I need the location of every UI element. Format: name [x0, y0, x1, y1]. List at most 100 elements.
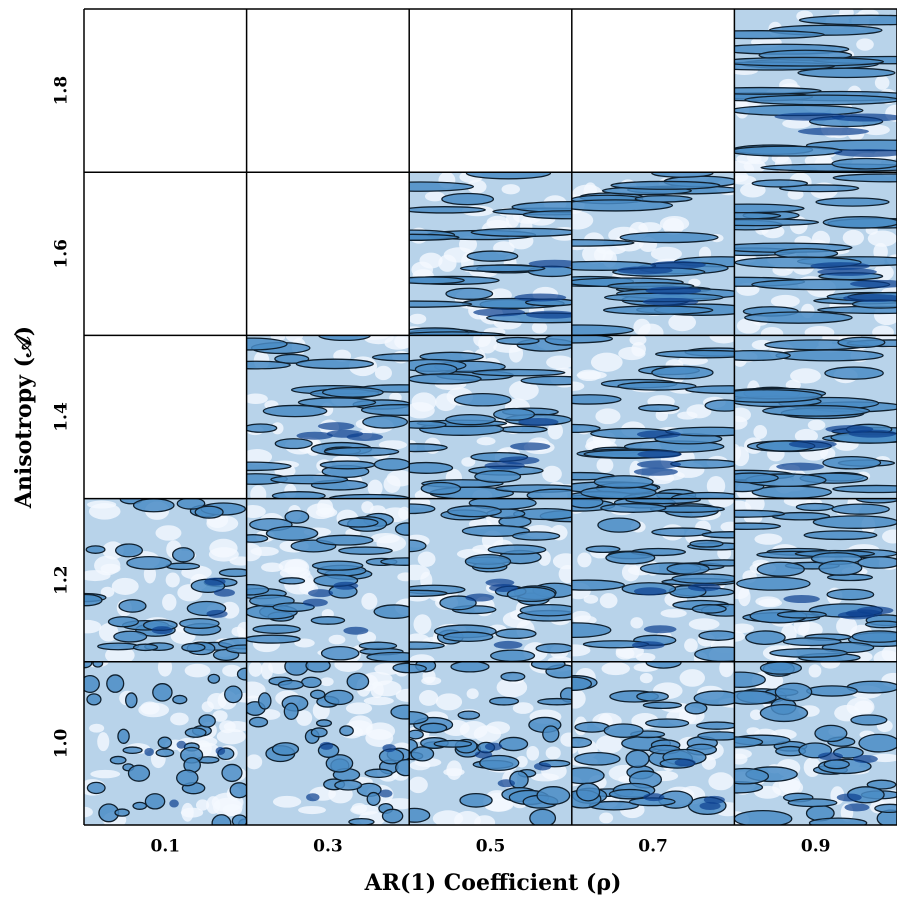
texture-blob: [84, 593, 103, 607]
texture-blob: [734, 211, 782, 220]
texture-blob: [822, 216, 897, 229]
texture-blob: [858, 733, 897, 753]
texture-light: [409, 313, 427, 325]
texture-blob: [776, 610, 827, 619]
texture-light: [738, 588, 751, 607]
texture-core: [514, 293, 567, 302]
texture-blob: [246, 583, 270, 596]
texture-blob: [218, 568, 247, 578]
texture-blob: [246, 423, 278, 433]
texture-light: [629, 335, 647, 346]
texture-light: [709, 335, 735, 344]
panel: [246, 498, 410, 662]
panel: [571, 172, 735, 336]
texture-blob: [246, 337, 288, 351]
texture-core: [213, 588, 235, 597]
texture-core: [633, 587, 667, 596]
texture-core: [636, 430, 682, 439]
texture-blob: [603, 723, 644, 738]
texture-blob: [701, 531, 735, 539]
texture-blob: [414, 363, 458, 376]
texture-blob: [585, 545, 621, 554]
texture-light: [320, 677, 334, 687]
texture-blob: [734, 671, 766, 688]
texture-blob: [184, 727, 207, 738]
texture-blob: [225, 644, 247, 654]
texture-blob: [409, 663, 427, 674]
texture-blob: [734, 522, 782, 531]
texture-core: [533, 762, 552, 771]
texture-light: [165, 572, 180, 588]
texture-blob: [125, 692, 138, 709]
texture-light: [547, 422, 563, 440]
texture-light: [542, 465, 562, 483]
texture-light: [798, 621, 823, 638]
texture-blob: [651, 172, 714, 178]
texture-light: [746, 727, 760, 736]
texture-blob: [697, 731, 735, 741]
texture-core: [836, 793, 862, 802]
texture-light: [467, 179, 487, 194]
texture-blob: [471, 368, 566, 377]
texture-blob: [409, 589, 448, 597]
texture-light: [222, 664, 242, 677]
texture-blob: [410, 746, 435, 762]
texture-light: [246, 754, 263, 770]
texture-blob: [362, 415, 409, 429]
texture-light: [459, 720, 488, 739]
texture-blob: [84, 674, 100, 694]
texture-light: [345, 702, 373, 715]
texture-blob: [450, 661, 490, 673]
panel: [571, 661, 735, 825]
texture-blob: [297, 397, 377, 408]
texture-blob: [671, 573, 735, 585]
texture-core: [296, 431, 333, 440]
texture-core: [499, 456, 540, 465]
texture-blob: [295, 358, 374, 370]
texture-light: [668, 313, 697, 332]
texture-blob: [610, 180, 721, 190]
texture-light: [790, 368, 821, 384]
x-tick-label: 0.1: [151, 837, 181, 857]
texture-blob: [696, 721, 735, 730]
texture-light: [209, 538, 238, 558]
texture-blob: [274, 438, 313, 450]
x-axis-title: AR(1) Coefficient (ρ): [364, 870, 622, 896]
texture-blob: [319, 460, 376, 470]
texture-core: [776, 462, 825, 471]
texture-blob: [152, 683, 173, 702]
texture-blob: [571, 199, 674, 212]
texture-blob: [229, 782, 247, 799]
texture-blob: [874, 803, 897, 814]
texture-light: [84, 806, 93, 818]
texture-light: [363, 696, 394, 706]
texture-light: [417, 551, 436, 567]
texture-blob: [479, 754, 520, 772]
texture-blob: [364, 768, 393, 779]
texture-core: [797, 127, 869, 136]
texture-light: [708, 772, 734, 791]
texture-blob: [806, 685, 858, 697]
texture-blob: [734, 349, 791, 362]
texture-core: [333, 581, 359, 590]
texture-light: [538, 550, 551, 566]
texture-blob: [759, 661, 803, 675]
texture-blob: [831, 503, 890, 515]
y-axis-title: Anisotropy (𝒜): [11, 326, 37, 509]
texture-blob: [305, 661, 331, 673]
texture-blob: [109, 755, 127, 765]
x-tick-label: 0.9: [801, 837, 831, 857]
texture-light: [512, 702, 534, 714]
texture-core: [317, 422, 355, 431]
texture-blob: [127, 764, 151, 782]
texture-blob: [179, 617, 220, 629]
texture-light: [505, 210, 520, 229]
texture-blob: [113, 630, 148, 643]
texture-blob: [693, 690, 735, 706]
texture-blob: [246, 360, 291, 370]
texture-light: [140, 701, 160, 715]
texture-blob: [271, 491, 326, 499]
texture-core: [645, 286, 702, 295]
y-tick-label: 1.4: [52, 402, 72, 432]
texture-blob: [666, 562, 710, 575]
